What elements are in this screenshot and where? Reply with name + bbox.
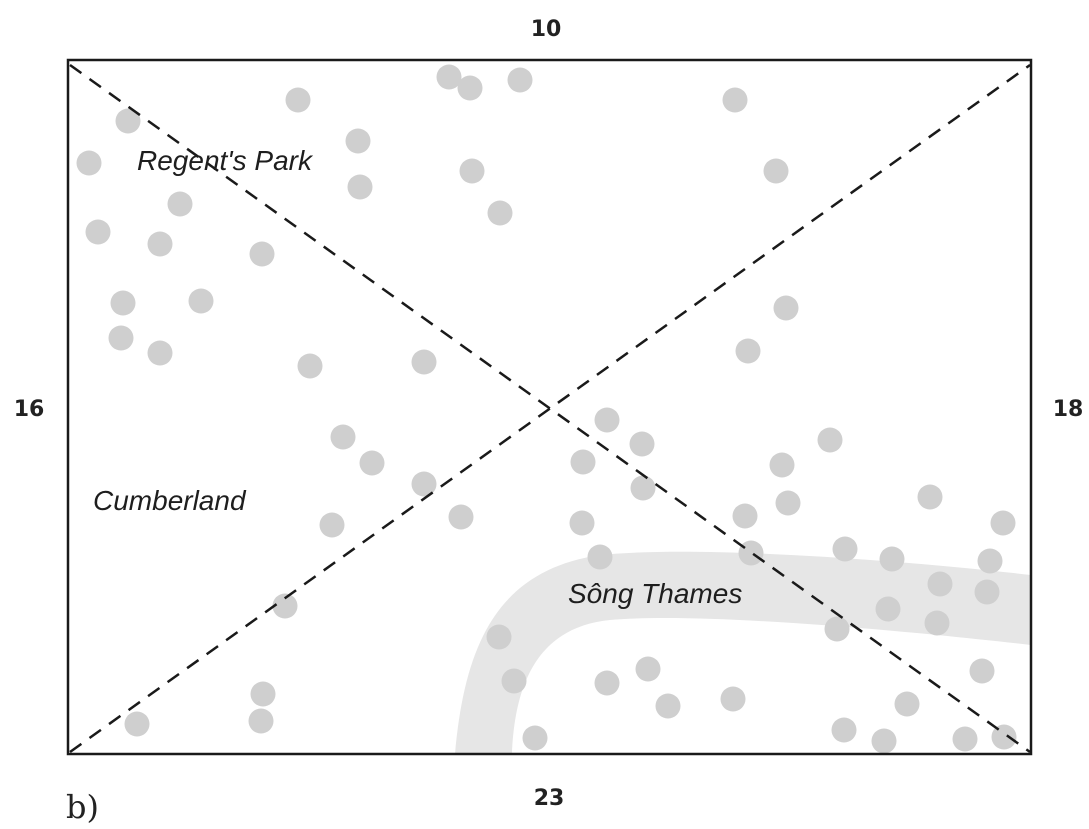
map-dot <box>952 726 978 752</box>
map-dot <box>345 128 371 154</box>
map-dot <box>969 658 995 684</box>
map-dot <box>735 338 761 364</box>
map-dot <box>486 624 512 650</box>
map-frame <box>66 58 1033 756</box>
map-dot <box>769 452 795 478</box>
map-dot <box>319 512 345 538</box>
map-dot <box>501 668 527 694</box>
map-dot <box>635 656 661 682</box>
map-dot <box>330 424 356 450</box>
map-dot <box>569 510 595 536</box>
map-dot <box>817 427 843 453</box>
map-dot <box>722 87 748 113</box>
map-dot <box>720 686 746 712</box>
map-dot <box>894 691 920 717</box>
map-dot <box>974 579 1000 605</box>
map-dot <box>124 711 150 737</box>
map-dot <box>110 290 136 316</box>
map-dot <box>250 681 276 707</box>
map-dot <box>775 490 801 516</box>
map-dot <box>594 670 620 696</box>
map-dot <box>875 596 901 622</box>
map-dot <box>917 484 943 510</box>
map-dot <box>594 407 620 433</box>
map-dot <box>457 75 483 101</box>
diagonal-line-bl-tr <box>69 63 1031 754</box>
map-dot <box>990 510 1016 536</box>
map-dot <box>297 353 323 379</box>
map-dot <box>76 150 102 176</box>
label-thames: Sông Thames <box>568 578 742 609</box>
map-dot <box>272 593 298 619</box>
map-dot <box>587 544 613 570</box>
map-dot <box>459 158 485 184</box>
map-dot <box>347 174 373 200</box>
map-dot <box>248 708 274 734</box>
map-dot <box>411 471 437 497</box>
map-dot <box>831 717 857 743</box>
map-dot <box>773 295 799 321</box>
map-dot <box>763 158 789 184</box>
map-dot <box>824 616 850 642</box>
map-dot <box>167 191 193 217</box>
map-dot <box>732 503 758 529</box>
count-right: 18 <box>1053 397 1084 422</box>
map-dot <box>629 431 655 457</box>
map-dot <box>927 571 953 597</box>
map-dot <box>108 325 134 351</box>
dot-layer <box>76 64 1017 754</box>
label-regents-park: Regent's Park <box>137 145 314 176</box>
map-dot <box>655 693 681 719</box>
diagonal-line-tl-br <box>69 63 1031 754</box>
map-dot <box>871 728 897 754</box>
count-top: 10 <box>531 17 562 42</box>
map-dot <box>249 241 275 267</box>
map-dot <box>507 67 533 93</box>
map-dot <box>487 200 513 226</box>
map-dot <box>285 87 311 113</box>
map-dot <box>832 536 858 562</box>
map-dot <box>879 546 905 572</box>
map-dot <box>115 108 141 134</box>
map-dot <box>448 504 474 530</box>
map-dot <box>991 724 1017 750</box>
count-left: 16 <box>14 397 45 422</box>
map-dot <box>570 449 596 475</box>
map-dot <box>977 548 1003 574</box>
map-dot <box>924 610 950 636</box>
map-dot <box>630 475 656 501</box>
map-dot <box>738 540 764 566</box>
map-dot <box>85 219 111 245</box>
map-dot <box>359 450 385 476</box>
map-dot <box>522 725 548 751</box>
map-dot <box>188 288 214 314</box>
map-dot <box>411 349 437 375</box>
label-cumberland: Cumberland <box>93 485 247 516</box>
figure-label: b) <box>66 788 99 826</box>
map-dot <box>147 340 173 366</box>
map-dot <box>436 64 462 90</box>
count-bottom: 23 <box>534 786 565 811</box>
map-dot <box>147 231 173 257</box>
